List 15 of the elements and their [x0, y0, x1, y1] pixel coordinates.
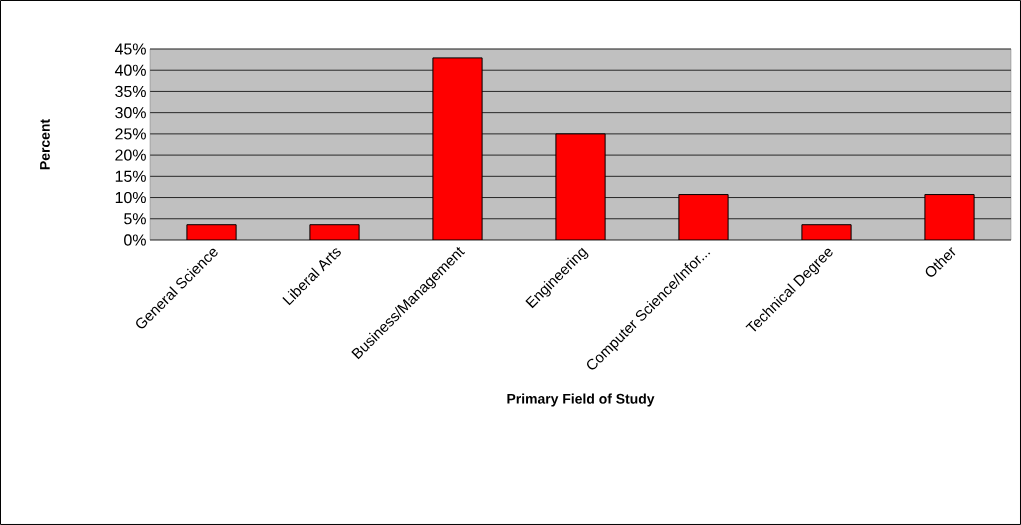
y-tick-label: 40%	[114, 64, 146, 76]
bar	[186, 224, 237, 240]
bar	[309, 224, 360, 240]
y-tick-label: 25%	[115, 128, 146, 140]
y-tick-label: 5%	[124, 213, 146, 225]
y-tick-label: 10%	[115, 191, 146, 204]
y-tick-label: 0%	[124, 234, 146, 246]
bar	[801, 224, 852, 240]
y-tick-label: 15%	[115, 170, 146, 182]
y-axis-title: Percent	[40, 119, 50, 170]
x-axis-title: Primary Field of Study	[507, 393, 655, 407]
y-tick-label: 30%	[115, 107, 146, 119]
y-tick-label: 20%	[115, 149, 146, 161]
y-tick-label: 35%	[115, 85, 146, 98]
y-tick-label: 45%	[114, 43, 146, 55]
